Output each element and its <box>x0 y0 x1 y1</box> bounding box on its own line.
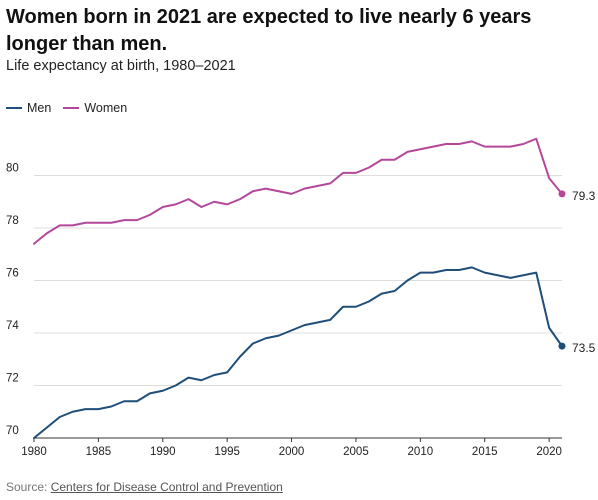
y-tick-label-70: 70 <box>6 425 19 437</box>
chart-title: Women born in 2021 are expected to live … <box>6 6 532 55</box>
x-tick-label-2010: 2010 <box>408 446 434 458</box>
y-tick-label-74: 74 <box>6 320 19 332</box>
x-tick-label-1980: 1980 <box>21 446 47 458</box>
series-line-women <box>33 137 563 245</box>
x-tick-label-2020: 2020 <box>536 446 562 458</box>
x-tick-label-1995: 1995 <box>214 446 240 458</box>
source-prefix: Source: <box>6 480 51 494</box>
legend-item-women: Women <box>63 101 127 115</box>
x-tick-label-2015: 2015 <box>472 446 498 458</box>
end-point-women <box>558 190 566 198</box>
x-tick-label-2005: 2005 <box>343 446 369 458</box>
chart-subtitle: Life expectancy at birth, 1980–2021 <box>6 58 236 74</box>
series-line-men <box>33 266 563 439</box>
y-tick-label-80: 80 <box>6 163 19 175</box>
x-tick-label-1985: 1985 <box>86 446 112 458</box>
end-label-men: 73.5 <box>572 341 596 355</box>
y-tick-label-72: 72 <box>6 373 19 385</box>
y-tick-label-76: 76 <box>6 268 19 280</box>
source-link[interactable]: Centers for Disease Control and Preventi… <box>50 480 283 494</box>
legend: Men Women <box>6 101 139 115</box>
legend-item-men: Men <box>6 101 51 115</box>
legend-label-women: Women <box>84 101 128 115</box>
source-note: Source: Centers for Disease Control and … <box>6 480 283 494</box>
end-point-men <box>558 342 566 350</box>
legend-swatch-women <box>63 107 80 109</box>
legend-label-men: Men <box>27 101 52 115</box>
end-label-women: 79.3 <box>572 189 596 203</box>
y-tick-label-78: 78 <box>6 215 19 227</box>
x-tick-label-2000: 2000 <box>279 446 305 458</box>
x-tick-label-1990: 1990 <box>150 446 176 458</box>
legend-swatch-men <box>6 107 22 109</box>
